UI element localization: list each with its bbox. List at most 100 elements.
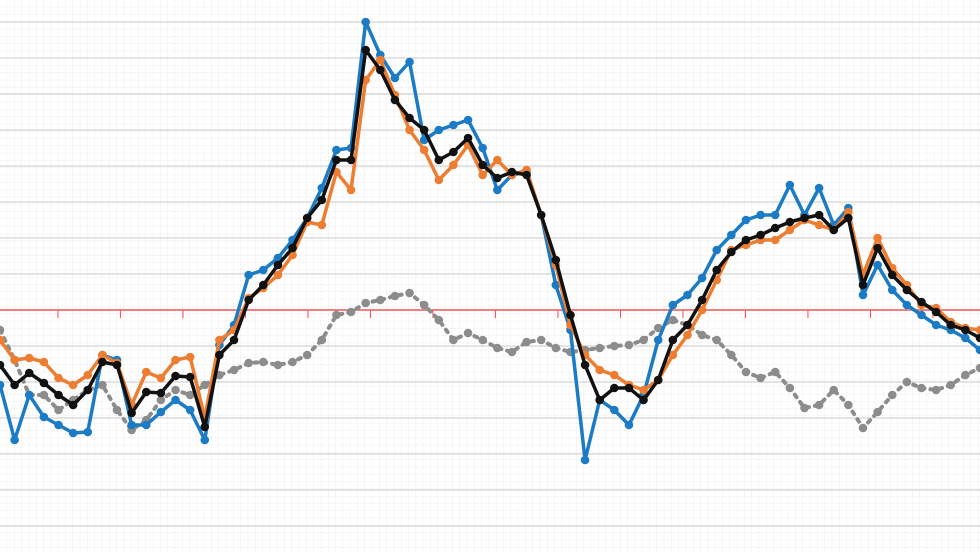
point (0, 360, 5, 370)
point (580, 360, 590, 370)
point (668, 335, 678, 345)
point (727, 230, 736, 240)
point (961, 333, 970, 343)
point (185, 352, 195, 362)
point (522, 337, 531, 347)
point (332, 145, 341, 155)
point (332, 310, 341, 320)
point (595, 395, 605, 405)
point (83, 370, 93, 380)
point (317, 335, 327, 345)
point (785, 383, 795, 393)
point (653, 375, 663, 385)
point (127, 408, 136, 418)
point (785, 217, 795, 227)
point (770, 367, 780, 377)
point (902, 300, 912, 310)
point (39, 412, 49, 422)
point (346, 185, 356, 195)
point (68, 428, 78, 438)
series (0, 288, 980, 435)
point (171, 385, 180, 395)
point (961, 370, 970, 380)
point (668, 300, 678, 310)
point (449, 120, 458, 130)
point (405, 125, 414, 135)
point (917, 297, 926, 307)
point (493, 343, 502, 353)
point (610, 405, 619, 415)
point (185, 372, 195, 382)
point (785, 180, 795, 190)
point (741, 215, 751, 225)
point (390, 73, 400, 83)
point (595, 343, 605, 353)
point (258, 265, 268, 275)
point (171, 395, 180, 405)
reference (0, 309, 980, 319)
point (244, 270, 253, 280)
point (624, 340, 634, 350)
point (814, 210, 824, 220)
point (317, 220, 327, 230)
point (580, 455, 590, 465)
point (39, 390, 49, 400)
point (112, 405, 122, 415)
point (273, 360, 283, 370)
point (10, 435, 19, 445)
point (24, 390, 34, 400)
point (551, 255, 561, 265)
point (288, 243, 297, 253)
point (68, 400, 78, 410)
point (493, 155, 502, 165)
point (902, 285, 912, 295)
point (10, 355, 19, 365)
point (595, 365, 605, 375)
point (844, 207, 853, 217)
point (244, 295, 253, 305)
point (493, 173, 502, 183)
point (244, 358, 253, 368)
point (127, 420, 136, 430)
point (317, 195, 327, 205)
point (829, 385, 839, 395)
point (0, 325, 5, 335)
point (141, 387, 151, 397)
point (551, 280, 561, 290)
point (653, 335, 663, 345)
point (156, 407, 166, 417)
point (288, 357, 297, 367)
point (185, 405, 195, 415)
point (814, 183, 824, 193)
point (434, 315, 444, 325)
point (273, 270, 283, 280)
point (405, 113, 414, 123)
point (858, 423, 868, 433)
point (0, 380, 5, 390)
point (756, 230, 765, 240)
point (873, 233, 882, 243)
point (507, 347, 517, 357)
reference-ticks (0, 310, 980, 319)
point (332, 155, 341, 165)
point (946, 380, 956, 390)
point (683, 290, 692, 300)
point (756, 210, 765, 220)
point (536, 210, 546, 220)
point (522, 170, 531, 180)
point (697, 273, 707, 283)
point (98, 350, 107, 360)
point (741, 235, 751, 245)
point (185, 390, 195, 400)
point (419, 300, 429, 310)
point (215, 350, 224, 360)
point (536, 335, 546, 345)
point (653, 323, 663, 333)
point (361, 17, 370, 27)
point (258, 280, 268, 290)
point (83, 427, 93, 437)
point (712, 265, 722, 275)
plot (0, 17, 980, 465)
point (712, 245, 722, 255)
